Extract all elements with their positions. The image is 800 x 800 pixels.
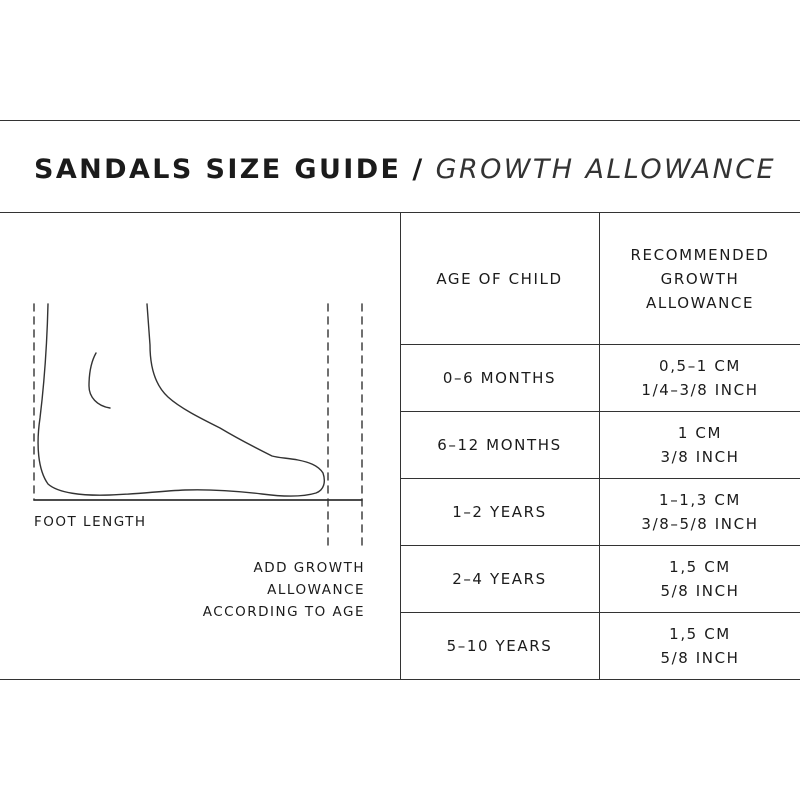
allowance-inch: 3/8–5/8 INCH	[641, 515, 759, 533]
growth-note-line: ACCORDING TO AGE	[202, 604, 365, 620]
title-main: SANDALS SIZE GUIDE	[34, 154, 402, 185]
table-cell-age: 2–4 YEARS	[400, 546, 599, 612]
age-value: 5–10 YEARS	[446, 637, 553, 655]
age-value: 0–6 MONTHS	[442, 369, 557, 387]
foot-diagram	[33, 303, 363, 549]
age-value: 1–2 YEARS	[452, 503, 547, 521]
allowance-cm: 0,5–1 CM	[659, 357, 741, 375]
title-subtitle: GROWTH ALLOWANCE	[435, 154, 776, 185]
age-value: 6–12 MONTHS	[437, 436, 562, 454]
header-allowance-line: ALLOWANCE	[645, 293, 755, 312]
table-cell-age: 6–12 MONTHS	[400, 412, 599, 478]
allowance-inch: 3/8 INCH	[660, 448, 740, 466]
allowance-cm: 1,5 CM	[669, 625, 731, 643]
growth-note-line: ALLOWANCE	[267, 582, 365, 598]
table-cell-age: 0–6 MONTHS	[400, 345, 599, 411]
table-cell-allowance: 0,5–1 CM 1/4–3/8 INCH	[600, 345, 800, 411]
allowance-cm: 1–1,3 CM	[659, 491, 741, 509]
table-cell-age: 1–2 YEARS	[400, 479, 599, 545]
growth-note-line: ADD GROWTH	[253, 560, 365, 576]
foot-outline	[37, 303, 325, 497]
allowance-inch: 1/4–3/8 INCH	[641, 381, 759, 399]
title-separator: /	[412, 154, 425, 185]
allowance-cm: 1,5 CM	[669, 558, 731, 576]
table-column-divider	[599, 212, 600, 679]
table-header-allowance: RECOMMENDED GROWTH ALLOWANCE	[600, 213, 800, 344]
page-title: SANDALS SIZE GUIDE / GROWTH ALLOWANCE	[34, 150, 776, 190]
table-cell-allowance: 1–1,3 CM 3/8–5/8 INCH	[600, 479, 800, 545]
allowance-inch: 5/8 INCH	[660, 582, 740, 600]
ankle-curve	[88, 352, 111, 409]
table-cell-allowance: 1,5 CM 5/8 INCH	[600, 613, 800, 679]
table-row-divider	[400, 478, 800, 479]
size-guide-frame	[0, 120, 800, 680]
allowance-inch: 5/8 INCH	[660, 649, 740, 667]
table-cell-allowance: 1,5 CM 5/8 INCH	[600, 546, 800, 612]
allowance-cm: 1 CM	[677, 424, 723, 442]
header-allowance-line: RECOMMENDED	[630, 245, 770, 264]
age-value: 2–4 YEARS	[452, 570, 547, 588]
growth-note: ADD GROWTH ALLOWANCE ACCORDING TO AGE	[150, 557, 365, 623]
table-row-divider	[400, 411, 800, 412]
table-left-border	[400, 212, 401, 679]
table-header-age: AGE OF CHILD	[400, 213, 599, 344]
header-allowance-line: GROWTH	[660, 269, 740, 288]
header-age-line: AGE OF CHILD	[436, 269, 563, 288]
foot-length-label: FOOT LENGTH	[34, 514, 147, 530]
table-row-divider	[400, 344, 800, 345]
table-cell-allowance: 1 CM 3/8 INCH	[600, 412, 800, 478]
table-cell-age: 5–10 YEARS	[400, 613, 599, 679]
table-row-divider	[400, 545, 800, 546]
table-row-divider	[400, 612, 800, 613]
